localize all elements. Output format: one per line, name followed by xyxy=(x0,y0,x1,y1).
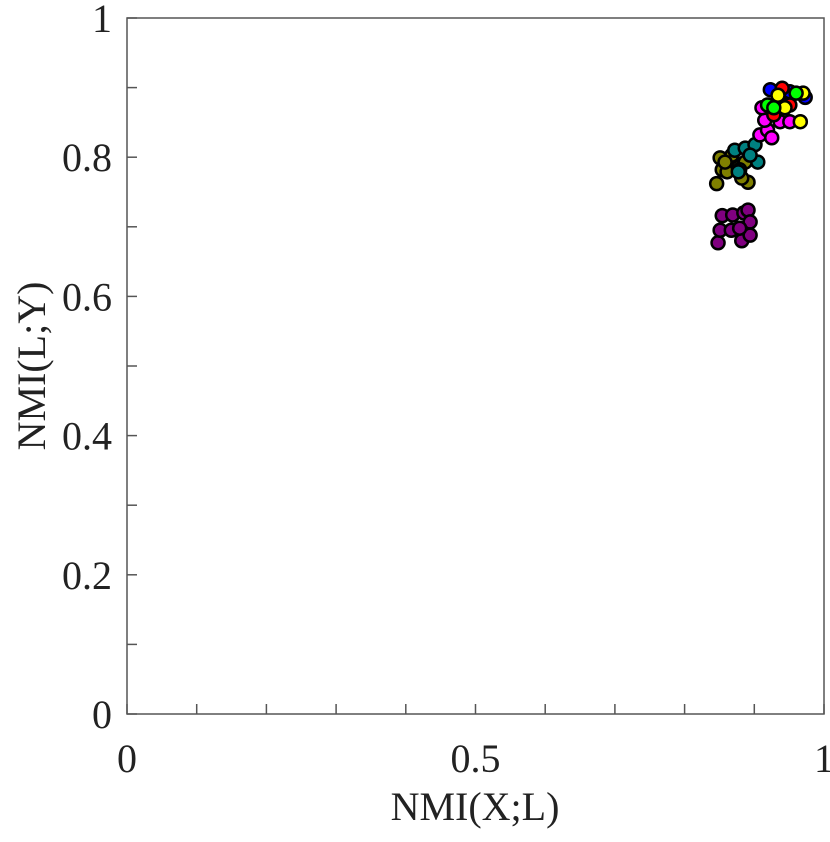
y-axis-label: NMI(L;Y) xyxy=(9,282,54,451)
y-tick-label: 0 xyxy=(92,692,112,737)
x-tick-label: 0 xyxy=(117,736,137,781)
x-axis-label: NMI(X;L) xyxy=(391,784,560,829)
point xyxy=(708,175,725,192)
x-tick-label: 0.5 xyxy=(451,736,501,781)
point xyxy=(710,235,726,251)
point xyxy=(792,113,809,130)
plot-frame xyxy=(126,17,825,715)
point xyxy=(742,227,758,243)
point xyxy=(766,100,782,116)
point xyxy=(731,220,748,236)
y-tick-label: 1 xyxy=(92,0,112,41)
point xyxy=(770,87,786,104)
y-tick-label: 0.2 xyxy=(62,553,112,598)
y-tick-label: 0.4 xyxy=(62,414,112,459)
point xyxy=(717,154,733,170)
y-tick-label: 0.8 xyxy=(62,135,112,180)
point xyxy=(730,164,747,180)
point xyxy=(788,85,804,101)
point xyxy=(763,129,780,146)
point xyxy=(742,147,758,163)
x-tick-label: 1 xyxy=(814,736,830,781)
y-tick-label: 0.6 xyxy=(62,274,112,319)
